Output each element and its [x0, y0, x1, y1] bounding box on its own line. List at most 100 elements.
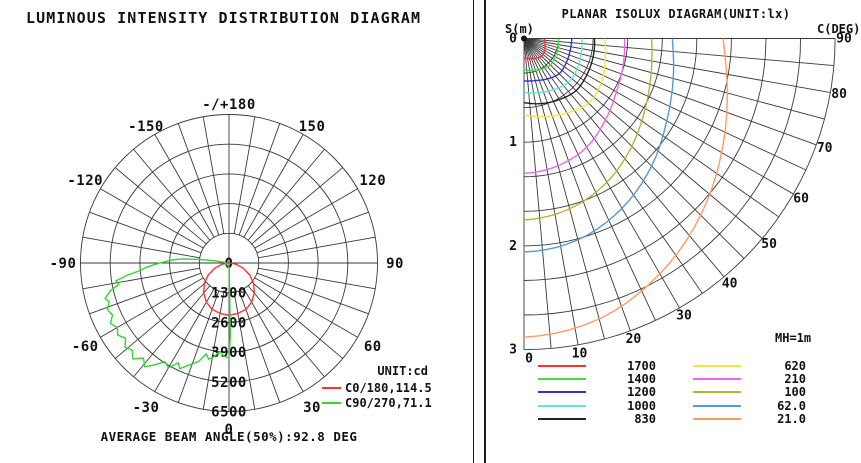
ring-value-label: 2600	[211, 315, 247, 331]
c0-series-swatch	[322, 387, 341, 389]
fan-spoke	[523, 38, 680, 309]
polar-spoke	[247, 148, 325, 241]
polar-spoke	[258, 236, 376, 259]
s-m-tick-label: 2	[509, 239, 517, 254]
polar-spoke	[177, 123, 220, 236]
intensity-diagram-title: LUMINOUS INTENSITY DISTRIBUTION DIAGRAM	[26, 9, 422, 27]
c-deg-tick-label: 30	[676, 309, 692, 324]
c0-series-label: C0/180,114.5	[345, 381, 432, 395]
polar-spoke	[247, 285, 325, 378]
polar-spoke	[202, 292, 225, 410]
s-axis-label: S(m)	[505, 22, 534, 36]
polar-angle-label: 0	[225, 422, 234, 438]
polar-angle-label: 60	[364, 339, 382, 355]
isolux-legend-swatch-1700	[538, 365, 586, 367]
fan-spoke	[523, 38, 552, 349]
isolux-curve-1400	[523, 38, 560, 72]
polar-spoke	[258, 267, 376, 290]
s-m-tick-label: 0	[509, 32, 517, 47]
polar-spoke	[100, 188, 204, 249]
intensity-unit-label: UNIT:cd	[377, 364, 428, 378]
c-deg-tick-label: 10	[572, 347, 588, 362]
fan-spoke	[523, 38, 579, 345]
isolux-legend-swatch-1200	[538, 391, 586, 394]
c-deg-tick-label: 0	[525, 352, 533, 367]
c-deg-tick-label: 60	[793, 192, 809, 207]
polar-spoke	[82, 267, 200, 290]
fan-spoke	[523, 38, 631, 331]
s-m-tick-label: 3	[509, 343, 517, 358]
polar-spoke	[251, 281, 344, 359]
fan-spoke	[523, 38, 794, 195]
polar-spoke	[114, 167, 207, 245]
isolux-curve-1700	[523, 38, 546, 60]
isolux-legend-value: 1000	[627, 398, 656, 413]
mounting-height-label: MH=1m	[775, 331, 812, 345]
fan-spoke	[523, 38, 656, 321]
isolux-curve-62.0	[523, 38, 675, 253]
c-deg-tick-label: 90	[836, 32, 852, 47]
isolux-legend-swatch-210	[693, 378, 741, 381]
fan-spoke	[523, 38, 745, 259]
panel-divider-line	[472, 0, 475, 463]
c-deg-tick-label: 70	[817, 141, 833, 156]
polar-spoke	[256, 211, 369, 254]
fan-spoke	[523, 38, 817, 146]
polar-spoke	[89, 272, 202, 315]
fan-spoke	[523, 38, 825, 120]
isolux-legend-value: 62.0	[777, 398, 806, 413]
isolux-legend-value: 100	[784, 385, 806, 400]
polar-spoke	[238, 123, 281, 236]
fan-spoke	[523, 38, 834, 67]
polar-spoke	[133, 148, 211, 241]
polar-angle-label: 90	[386, 256, 404, 272]
panel-divider-line	[484, 0, 486, 463]
isolux-legend-value: 21.0	[777, 411, 806, 426]
isolux-curve-100	[523, 38, 653, 221]
fan-spoke	[523, 38, 725, 278]
polar-spoke	[233, 116, 256, 234]
polar-spoke	[233, 292, 256, 410]
polar-spoke	[251, 167, 344, 245]
isolux-legend-value: 210	[784, 372, 806, 387]
luminaire-origin-dot	[521, 35, 527, 42]
fan-spoke	[523, 38, 807, 171]
fan-spoke	[523, 38, 703, 294]
ring-value-label: 0	[225, 256, 234, 272]
polar-spoke	[256, 272, 369, 315]
polar-spoke	[202, 116, 225, 234]
isolux-legend-value: 1200	[627, 385, 656, 400]
isolux-legend-value: 1700	[627, 359, 656, 373]
polar-angle-label: 150	[299, 119, 326, 135]
polar-spoke	[82, 236, 200, 259]
polar-spoke	[89, 211, 202, 254]
fan-spoke	[523, 38, 780, 218]
isolux-curve-21.0	[523, 38, 729, 338]
polar-angle-label: -/+180	[202, 97, 256, 113]
polar-angle-label: -30	[133, 400, 160, 416]
isolux-diagram-title: PLANAR ISOLUX DIAGRAM(UNIT:lx)	[561, 7, 791, 21]
fan-spoke	[523, 38, 763, 239]
fan-spoke	[523, 38, 831, 93]
isolux-curve-1200	[523, 38, 573, 82]
polar-spoke	[254, 277, 358, 338]
isolux-curve-1000	[523, 38, 583, 94]
polar-spoke	[154, 288, 215, 392]
isolux-legend-swatch-830	[538, 417, 586, 420]
c90-series-label: C90/270,71.1	[345, 396, 432, 410]
isolux-legend-swatch-100	[693, 391, 741, 394]
c-deg-tick-label: 20	[626, 332, 642, 347]
isolux-curve-210	[523, 38, 626, 174]
isolux-legend-swatch-1400	[538, 378, 586, 381]
polar-angle-label: 30	[303, 400, 321, 416]
polar-spoke	[154, 134, 215, 238]
polar-angle-label: 120	[359, 173, 386, 189]
fan-spoke	[523, 38, 605, 340]
ring-value-label: 5200	[211, 375, 247, 391]
intensity-curve-C0	[203, 262, 255, 316]
intensity-curve-C90	[104, 258, 231, 370]
c-deg-tick-label: 50	[761, 237, 777, 252]
isolux-curve-620	[523, 38, 607, 118]
c90-series-swatch	[322, 402, 341, 404]
